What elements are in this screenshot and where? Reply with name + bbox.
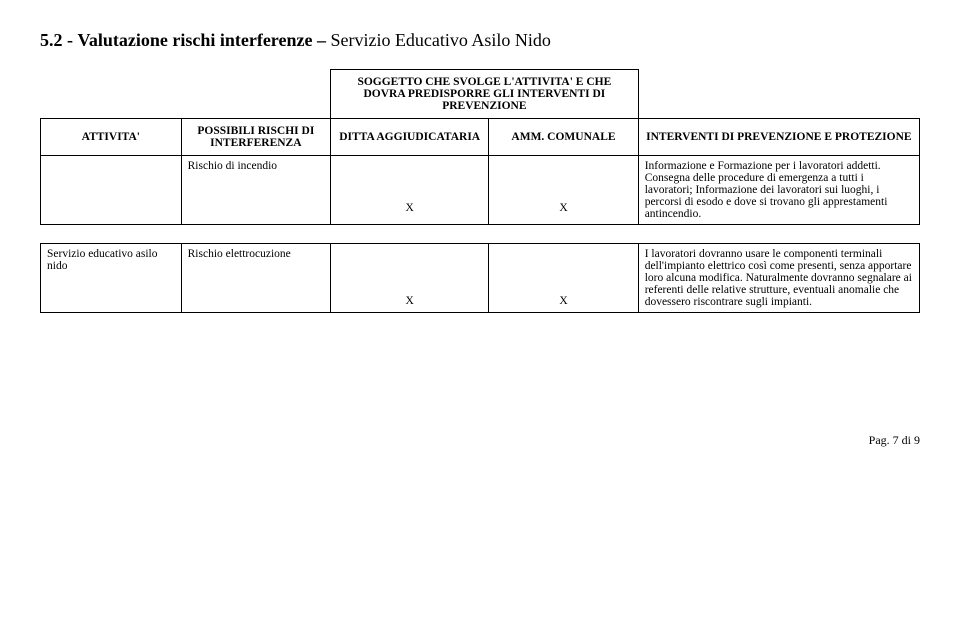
cell-x1: X [331,244,489,313]
section-title-sub: Servizio Educativo Asilo Nido [330,30,550,50]
risk-table-1: SOGGETTO CHE SVOLGE L'ATTIVITA' E CHE DO… [40,69,920,225]
section-title: 5.2 - Valutazione rischi interferenze – … [40,30,920,51]
col-header-ditta: DITTA AGGIUDICATARIA [331,119,489,156]
col-header-amm: AMM. COMUNALE [489,119,638,156]
table-row: SOGGETTO CHE SVOLGE L'ATTIVITA' E CHE DO… [41,70,920,119]
col-header-interventi: INTERVENTI DI PREVENZIONE E PROTEZIONE [638,119,919,156]
page-footer: Pag. 7 di 9 [40,433,920,448]
section-title-main: Valutazione rischi interferenze – [78,30,326,50]
cell-x1: X [331,156,489,225]
cell-risk: Rischio elettrocuzione [181,244,330,313]
col-header-activity: ATTIVITA' [41,119,182,156]
merged-header: SOGGETTO CHE SVOLGE L'ATTIVITA' E CHE DO… [331,70,639,119]
cell-activity: Servizio educativo asilo nido [41,244,182,313]
cell-x2: X [489,156,638,225]
cell-desc: I lavoratori dovranno usare le component… [638,244,919,313]
table-row: ATTIVITA' POSSIBILI RISCHI DI INTERFEREN… [41,119,920,156]
cell-desc: Informazione e Formazione per i lavorato… [638,156,919,225]
table-row: Rischio di incendio X X Informazione e F… [41,156,920,225]
col-header-risk: POSSIBILI RISCHI DI INTERFERENZA [181,119,330,156]
section-number: 5.2 - [40,30,73,50]
cell-risk: Rischio di incendio [181,156,330,225]
cell-x2: X [489,244,638,313]
risk-table-2: Servizio educativo asilo nido Rischio el… [40,243,920,313]
table-row: Servizio educativo asilo nido Rischio el… [41,244,920,313]
cell-activity [41,156,182,225]
